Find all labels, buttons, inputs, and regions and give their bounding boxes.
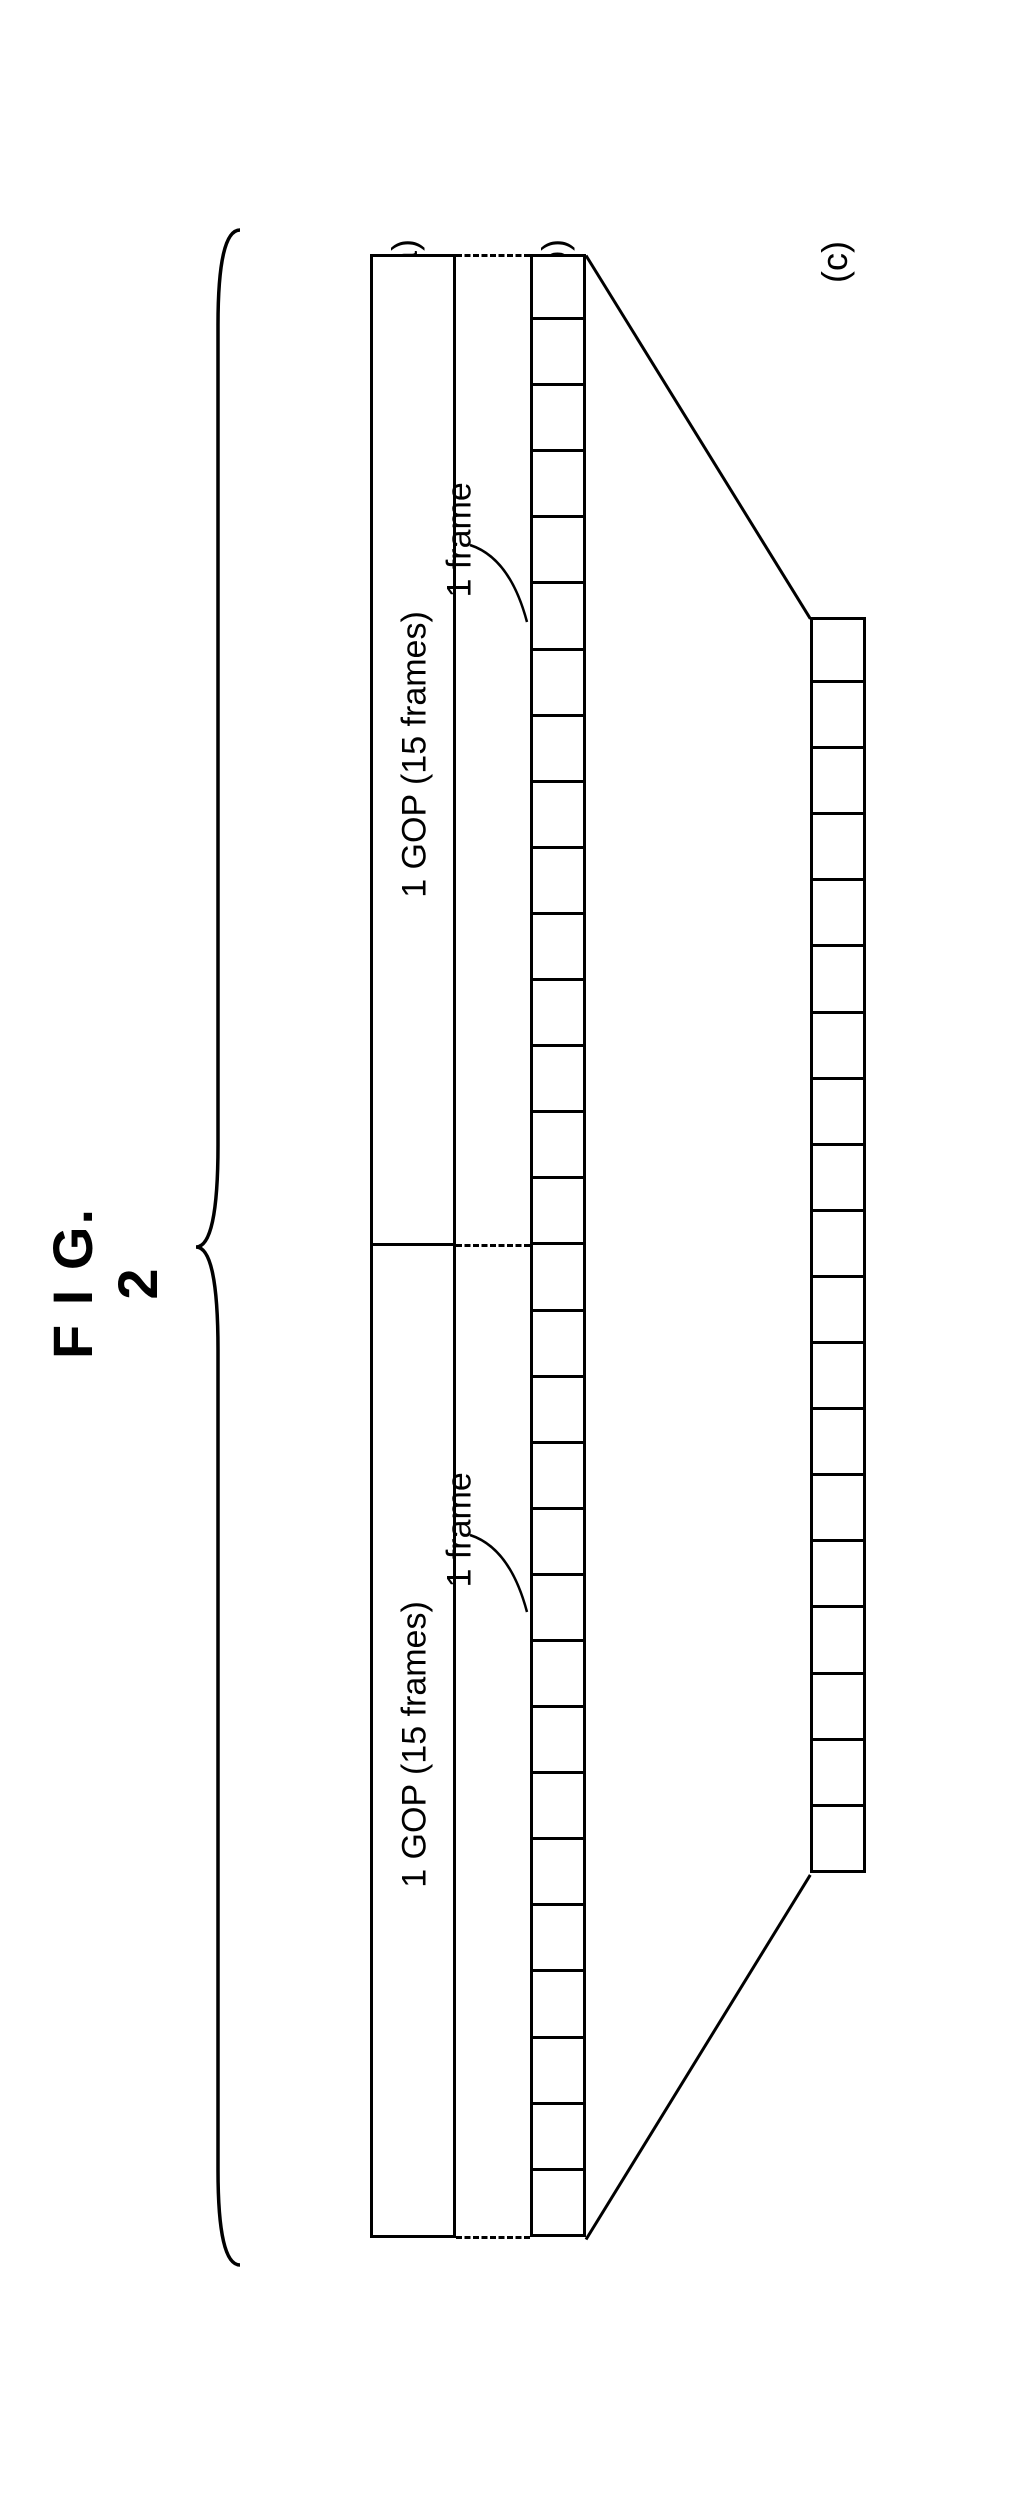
frame-cell xyxy=(810,1741,866,1807)
frame-cell xyxy=(810,1675,866,1741)
frame-cell xyxy=(810,1608,866,1674)
frame-cell xyxy=(810,1410,866,1476)
frame-cell xyxy=(530,915,586,981)
projection-line-top xyxy=(585,255,812,620)
frame-cell xyxy=(530,1113,586,1179)
frame-cell xyxy=(530,320,586,386)
frame-cell xyxy=(530,2171,586,2237)
dashed-line-mid xyxy=(456,1244,530,1247)
group-brace xyxy=(190,225,250,2270)
frame-callout-text-2: 1 frame xyxy=(441,1448,480,1588)
frame-cell xyxy=(810,1278,866,1344)
frame-cell xyxy=(530,1510,586,1576)
frame-callout-text-1: 1 frame xyxy=(441,458,480,598)
frame-cell xyxy=(530,849,586,915)
frame-cell xyxy=(530,1576,586,1642)
figure-label: F I G. 2 xyxy=(40,1183,170,1383)
frame-cell xyxy=(530,1444,586,1510)
frame-cell xyxy=(530,1708,586,1774)
frame-cell xyxy=(810,815,866,881)
frame-row-c xyxy=(810,617,866,1873)
frame-cell xyxy=(810,1014,866,1080)
frame-cell xyxy=(530,1245,586,1311)
frame-cell xyxy=(810,1146,866,1212)
frame-cell xyxy=(530,1972,586,2038)
frame-cell xyxy=(810,683,866,749)
frame-cell xyxy=(530,1642,586,1708)
frame-cell xyxy=(530,1378,586,1444)
frame-cell xyxy=(530,1774,586,1840)
dashed-line-top xyxy=(456,254,530,257)
frame-cell xyxy=(530,518,586,584)
frame-cell xyxy=(530,2105,586,2171)
frame-cell xyxy=(810,1080,866,1146)
frame-cell xyxy=(530,783,586,849)
frame-cell xyxy=(530,1047,586,1113)
frame-cell xyxy=(530,717,586,783)
frame-cell xyxy=(810,749,866,815)
frame-row-b xyxy=(530,254,586,2237)
frame-cell xyxy=(530,584,586,650)
gop-text-2: 1 GOP (15 frames) xyxy=(396,1585,435,1905)
frame-cell xyxy=(530,651,586,717)
frame-cell xyxy=(530,981,586,1047)
gop-text-1: 1 GOP (15 frames) xyxy=(396,595,435,915)
frame-cell xyxy=(530,1179,586,1245)
row-label-c: (c) xyxy=(814,223,856,283)
frame-cell xyxy=(530,254,586,320)
projection-line-bottom xyxy=(585,1874,812,2240)
frame-cell xyxy=(810,1476,866,1542)
frame-cell xyxy=(810,881,866,947)
frame-cell xyxy=(530,2039,586,2105)
frame-cell xyxy=(530,1906,586,1972)
dashed-line-bottom xyxy=(456,2236,530,2239)
frame-cell xyxy=(810,617,866,683)
frame-cell xyxy=(810,1212,866,1278)
frame-cell xyxy=(530,1312,586,1378)
frame-cell xyxy=(530,452,586,518)
frame-cell xyxy=(810,1344,866,1410)
frame-cell xyxy=(530,1840,586,1906)
frame-cell xyxy=(810,1542,866,1608)
frame-cell xyxy=(810,947,866,1013)
frame-cell xyxy=(530,386,586,452)
frame-cell xyxy=(810,1807,866,1873)
